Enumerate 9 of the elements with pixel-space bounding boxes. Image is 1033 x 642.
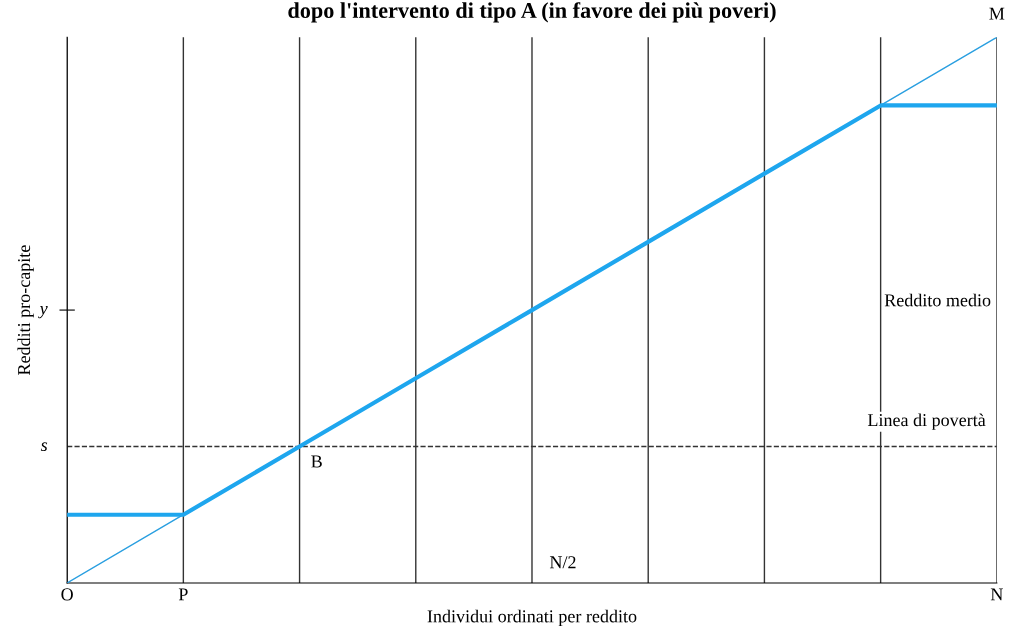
- y-axis-title: Redditi pro-capite: [17, 245, 34, 375]
- chart-title: dopo l'intervento di tipo A (in favore dei più poveri): [288, 2, 776, 23]
- x-tick-label: N: [990, 588, 1003, 601]
- x-tick-label: P: [178, 588, 188, 601]
- x-axis-title: Individui ordinati per reddito: [427, 609, 637, 627]
- ref-line-label: s: [40, 442, 48, 452]
- text: y: [38, 306, 48, 319]
- annotation: M: [989, 7, 1005, 20]
- x-tick-label: O: [61, 588, 73, 601]
